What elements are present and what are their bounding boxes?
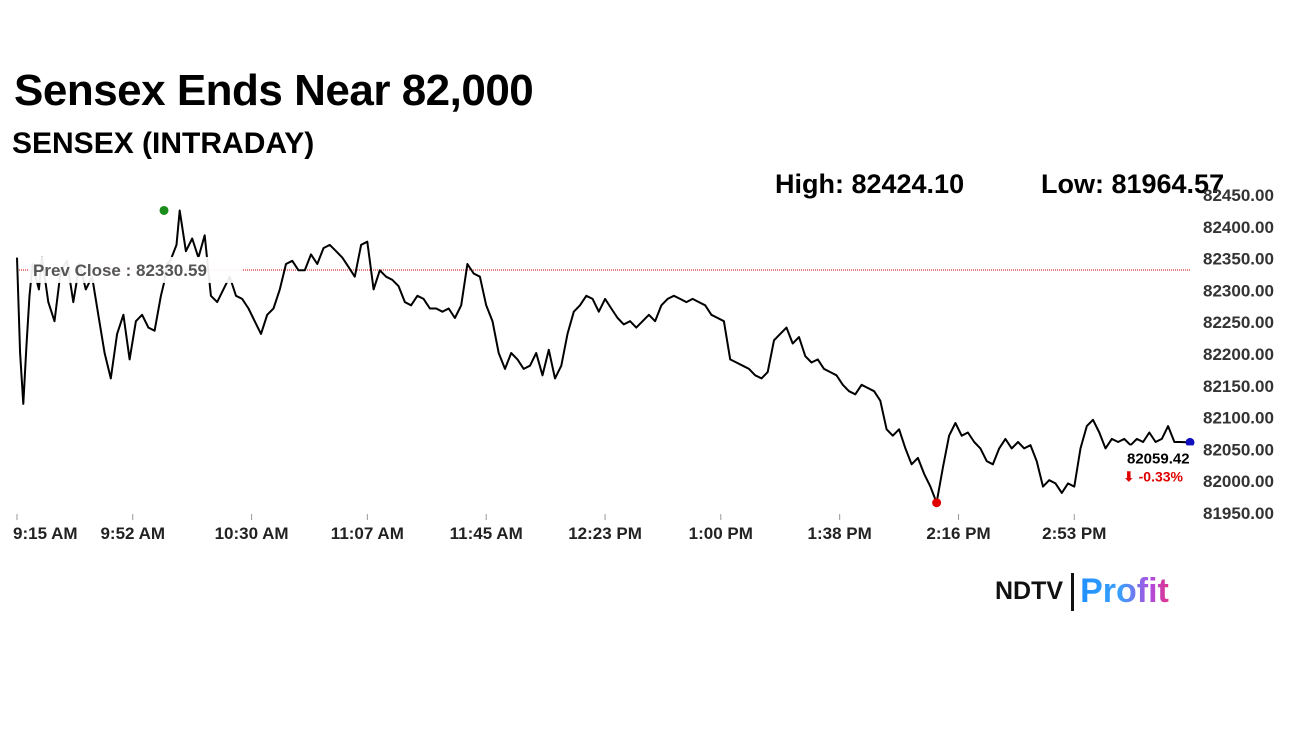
low-marker: [932, 498, 942, 508]
y-tick-label: 82400.00: [1203, 218, 1274, 237]
y-tick-label: 82250.00: [1203, 313, 1274, 332]
last-price-marker: [1185, 437, 1195, 447]
logo-ndtv-text: NDTV: [995, 577, 1064, 605]
x-tick-label: 10:30 AM: [215, 524, 289, 543]
y-tick-label: 82000.00: [1203, 472, 1274, 491]
y-tick-label: 82450.00: [1203, 186, 1274, 205]
price-line: [16, 209, 1191, 504]
headline: Sensex Ends Near 82,000: [14, 66, 534, 115]
high-marker: [159, 205, 169, 215]
last-price-label-bg: [1124, 445, 1198, 486]
x-tick-label: 11:07 AM: [331, 524, 404, 543]
x-tick-label: 9:52 AM: [100, 524, 165, 543]
high-value-label: High: 82424.10: [775, 169, 965, 199]
ndtv-profit-logo: NDTV Profit: [995, 572, 1169, 611]
x-tick-label: 12:23 PM: [568, 524, 642, 543]
x-tick-label: 1:38 PM: [808, 524, 872, 543]
x-tick-label: 11:45 AM: [450, 524, 523, 543]
y-tick-label: 82200.00: [1203, 345, 1274, 364]
y-tick-label: 82150.00: [1203, 377, 1274, 396]
x-tick-label: 9:15 AM: [13, 524, 78, 543]
prev-close-label-bg: [28, 256, 242, 283]
x-tick-label: 2:16 PM: [926, 524, 990, 543]
prev-close-label: Prev Close : 82330.59: [33, 261, 207, 280]
last-price-label: 82059.42: [1127, 450, 1190, 467]
chart-subtitle: SENSEX (INTRADAY): [12, 127, 315, 160]
x-tick-label: 2:53 PM: [1042, 524, 1106, 543]
y-tick-label: 82050.00: [1203, 440, 1274, 459]
x-tick-label: 1:00 PM: [689, 524, 753, 543]
logo-divider: [1071, 572, 1075, 611]
change-percent-label: ⬇ -0.33%: [1123, 468, 1184, 484]
y-tick-label: 82300.00: [1203, 281, 1274, 300]
logo-profit-text: Profit: [1080, 572, 1169, 610]
y-tick-label: 82350.00: [1203, 250, 1274, 269]
y-tick-label: 82100.00: [1203, 409, 1274, 428]
low-value-label: Low: 81964.57: [1041, 169, 1225, 199]
y-tick-label: 81950.00: [1203, 504, 1274, 523]
